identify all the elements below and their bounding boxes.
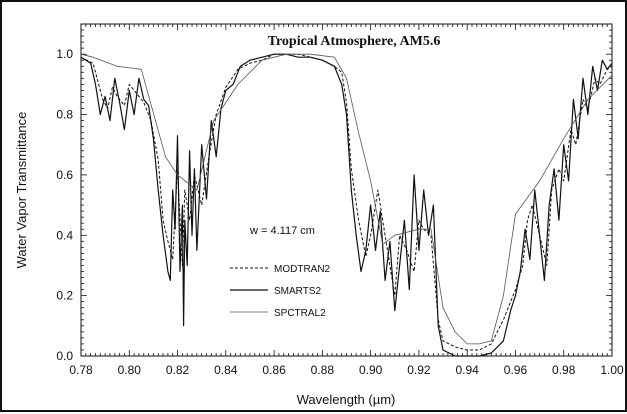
- x-axis-label: Wavelength (µm): [297, 392, 396, 407]
- legend-label-smarts2: SMARTS2: [274, 286, 321, 297]
- x-tick-label: 0.82: [166, 363, 190, 377]
- y-tick-label: 0.4: [56, 228, 73, 242]
- x-tick-label: 0.90: [359, 363, 383, 377]
- x-tick-labels: 0.78 0.80 0.82 0.84 0.86 0.88 0.90 0.92 0.94 0.96…: [69, 363, 624, 377]
- series-lines: [80, 53, 613, 357]
- y-tick-labels: 0.0 0.2 0.4 0.6 0.8 1.0: [56, 47, 73, 363]
- y-tick-label: 0.0: [56, 349, 73, 363]
- x-tick-label: 0.86: [262, 363, 286, 377]
- x-tick-label: 0.80: [118, 363, 142, 377]
- legend: MODTRAN2 SMARTS2 SPCTRAL2: [230, 264, 331, 319]
- y-tick-label: 0.6: [56, 168, 73, 182]
- legend-label-spctral2: SPCTRAL2: [274, 308, 326, 319]
- series-line-smarts2: [80, 53, 613, 357]
- series-line-spctral2: [80, 53, 613, 345]
- y-tick-label: 0.2: [56, 289, 73, 303]
- x-tick-label: 0.78: [69, 363, 93, 377]
- y-tick-label: 0.8: [56, 108, 73, 122]
- y-tick-label: 1.0: [56, 47, 73, 61]
- x-tick-label: 0.94: [456, 363, 480, 377]
- x-tick-label: 0.92: [407, 363, 431, 377]
- chart-title: Tropical Atmosphere, AM5.6: [268, 34, 441, 49]
- x-tick-label: 0.88: [311, 363, 335, 377]
- x-tick-label: 0.96: [504, 363, 528, 377]
- y-axis-label: Water Vapor Transmittance: [14, 112, 29, 269]
- series-line-modtran2: [80, 53, 613, 351]
- x-tick-label: 1.00: [600, 363, 624, 377]
- x-tick-label: 0.84: [214, 363, 238, 377]
- precipitable-water-annotation: w = 4.117 cm: [249, 225, 315, 237]
- legend-label-modtran2: MODTRAN2: [274, 264, 331, 275]
- x-tick-label: 0.98: [552, 363, 576, 377]
- axis-ticks: [80, 23, 613, 357]
- plot-area: [80, 23, 613, 357]
